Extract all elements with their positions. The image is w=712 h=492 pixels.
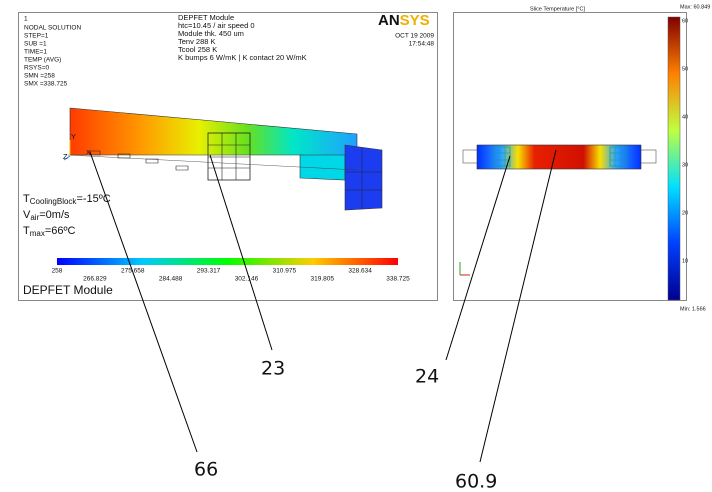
annotation-subscript: CoolingBlock [30, 197, 78, 206]
annotation-subscript: max [30, 229, 45, 238]
colorbar-label: 310.975 [273, 268, 297, 275]
info-line: SMN =258 [24, 73, 55, 80]
header-line: K bumps 6 W/mK | K contact 20 W/mK [178, 53, 307, 62]
axis-x: X [86, 150, 91, 157]
annotation-text: =-15ºC [76, 193, 110, 205]
corner-number: 1 [24, 16, 28, 23]
callout-label: 24 [415, 366, 439, 388]
callout-label: 66 [194, 459, 218, 481]
header-line: DEPFET Module [178, 13, 234, 22]
time: 17:54:48 [409, 41, 435, 48]
colorbar-label: 338.725 [386, 276, 410, 283]
left-colorbar [57, 258, 398, 265]
annotation: Tmax=66ºC [23, 225, 76, 238]
colorbar-label: 319.805 [310, 276, 334, 283]
logo-an: AN [378, 12, 400, 29]
right-colorbar [667, 16, 681, 301]
header-line: htc=10.45 / air speed 0 [178, 21, 255, 30]
colorbar-tick: 50 [682, 66, 688, 72]
colorbar-label: 302.146 [235, 276, 259, 283]
callout-label: 60.9 [455, 471, 497, 492]
callout-label: 23 [261, 358, 285, 380]
colorbar-label: 284.488 [159, 276, 183, 283]
colorbar-tick: 20 [682, 210, 688, 216]
header-line: Tcool 258 K [178, 45, 217, 54]
header-line: Tenv 288 K [178, 37, 216, 46]
annotation-symbol: T [23, 225, 30, 237]
logo: ANSYS [378, 12, 430, 29]
info-line: SMX =338.725 [24, 81, 68, 88]
slice-model [459, 144, 657, 276]
colorbar-tick: 40 [682, 114, 688, 120]
info-line: SUB =1 [24, 41, 47, 48]
annotation-text: =0m/s [39, 209, 70, 221]
colorbar-tick: 10 [682, 258, 688, 264]
module-model [63, 107, 383, 211]
axis-y: Y [71, 132, 76, 141]
info-line: NODAL SOLUTION [24, 25, 81, 32]
colorbar-label: 293.317 [197, 268, 221, 275]
logo-sys: SYS [400, 12, 430, 29]
colorbar-tick: 30 [682, 162, 688, 168]
footer: DEPFET Module [23, 283, 113, 297]
annotation-symbol: V [23, 209, 31, 221]
annotation-text: =66ºC [45, 225, 76, 237]
annotation-subscript: air [30, 213, 39, 222]
annotation: Vair=0m/s [23, 209, 70, 222]
slice-title: Slice Temperature [°C] [530, 6, 585, 12]
info-line: TEMP (AVG) [24, 57, 61, 64]
max-label: Max: 60.849 [680, 4, 710, 10]
colorbar-label: 266.829 [83, 276, 107, 283]
annotation-symbol: T [23, 193, 30, 205]
axis-z: Z [63, 152, 68, 161]
colorbar-label: 328.634 [348, 268, 372, 275]
header-line: Module thk. 450 um [178, 29, 244, 38]
colorbar-label: 258 [52, 268, 63, 275]
info-line: STEP=1 [24, 33, 49, 40]
min-label: Min: 1.566 [680, 306, 706, 312]
info-line: TIME=1 [24, 49, 47, 56]
date: OCT 19 2009 [395, 33, 434, 40]
callout-lines [89, 149, 557, 463]
colorbar-tick: 60 [682, 18, 688, 24]
annotation: TCoolingBlock=-15ºC [23, 193, 111, 206]
info-line: RSYS=0 [24, 65, 49, 72]
